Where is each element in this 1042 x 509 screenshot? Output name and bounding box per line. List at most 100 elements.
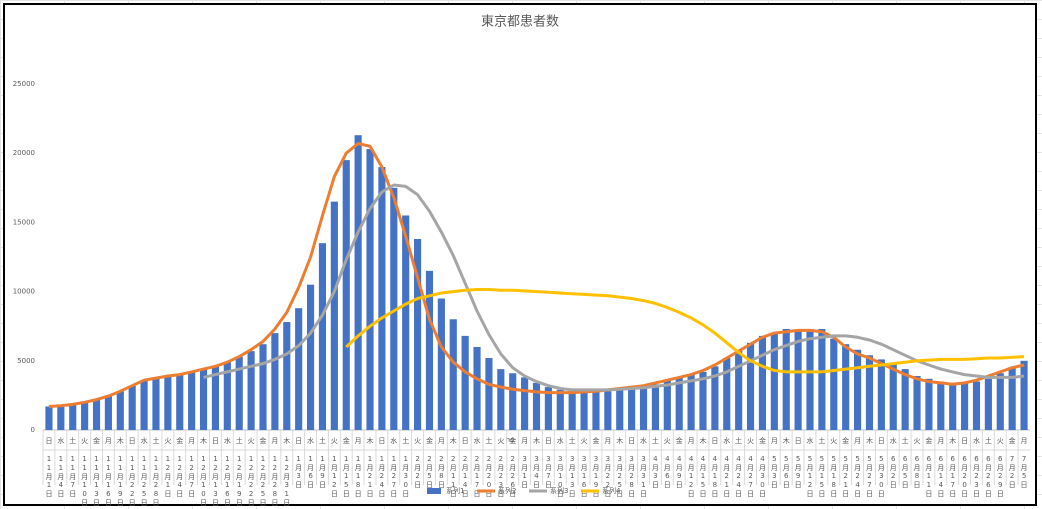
bar — [473, 346, 481, 430]
x-tick-label: 3月31日 — [640, 455, 648, 498]
bar — [306, 284, 315, 430]
bar — [1008, 367, 1016, 430]
x-tick-label: 6月26日 — [984, 455, 992, 498]
bar — [842, 344, 850, 430]
x-tick-label: 4月27日 — [747, 455, 755, 498]
weekday-label: 火 — [997, 437, 1004, 445]
x-tick-label: 12月31日 — [283, 455, 291, 507]
bar — [271, 333, 279, 430]
x-tick-label: 3月7日 — [544, 455, 552, 489]
bar — [330, 201, 338, 430]
bar — [104, 395, 112, 430]
x-tick-label: 2月5日 — [425, 455, 433, 489]
weekday-label: 水 — [807, 436, 814, 445]
weekday-label: 水 — [640, 436, 647, 445]
weekday-label: 火 — [914, 437, 921, 445]
weekday-label: 火 — [581, 437, 588, 445]
weekday-label: 月 — [355, 437, 362, 445]
weekday-label: 日 — [45, 437, 52, 445]
y-tick-label: 15000 — [13, 218, 35, 226]
x-tick-label: 12月4日 — [176, 455, 184, 498]
weekday-label: 水 — [973, 436, 980, 445]
weekday-label: 水 — [57, 436, 64, 445]
chart-frame — [3, 3, 1037, 506]
legend-label: 系列1 — [446, 486, 464, 495]
x-tick-label: 5月21日 — [842, 455, 850, 498]
weekday-label: 木 — [783, 436, 790, 445]
weekday-label: 木 — [367, 436, 374, 445]
bar — [81, 402, 89, 430]
weekday-label: 金 — [1009, 436, 1016, 445]
line-series — [203, 183, 1025, 392]
weekday-label: 土 — [569, 436, 576, 445]
x-tick-label: 4月15日 — [699, 455, 707, 498]
weekday-label: 火 — [331, 437, 338, 445]
weekday-label: 土 — [985, 436, 992, 445]
bar — [616, 389, 624, 430]
x-tick-label: 3月13日 — [568, 455, 576, 498]
x-tick-label: 5月27日 — [865, 455, 873, 498]
x-tick-label: 11月4日 — [57, 455, 65, 498]
weekday-label: 土 — [236, 436, 243, 445]
bar — [628, 388, 636, 430]
x-tick-label: 7月5日 — [1020, 455, 1028, 489]
weekday-label: 水 — [390, 436, 397, 445]
x-tick-label: 2月26日 — [509, 455, 517, 498]
weekday-label: 日 — [212, 437, 219, 445]
weekday-label: 金 — [426, 436, 433, 445]
x-tick-label: 1月30日 — [402, 455, 410, 498]
x-tick-label: 5月15日 — [818, 455, 826, 498]
bar — [354, 135, 362, 430]
legend-label: 系列4 — [602, 486, 621, 495]
bar — [366, 149, 374, 430]
weekday-label: 日 — [129, 437, 136, 445]
weekday-label: 火 — [747, 437, 754, 445]
x-tick-label: 11月28日 — [152, 455, 160, 507]
x-tick-label: 6月20日 — [961, 455, 969, 498]
bar — [116, 391, 124, 430]
bar — [830, 338, 838, 430]
x-tick-label: 4月21日 — [723, 455, 731, 498]
x-tick-label: 3月28日 — [628, 455, 636, 498]
x-tick-label: 4月9日 — [675, 455, 683, 489]
bar — [889, 363, 897, 430]
weekday-label: 土 — [69, 436, 76, 445]
weekday-label: 土 — [402, 436, 409, 445]
y-tick-label: 10000 — [13, 288, 35, 296]
weekday-label: 日 — [462, 437, 469, 445]
x-tick-label: 12月1日 — [164, 455, 172, 498]
weekday-label: 木 — [450, 436, 457, 445]
bar — [937, 381, 945, 430]
weekday-label: 土 — [818, 436, 825, 445]
x-tick-label: 4月3日 — [651, 455, 659, 489]
bar — [925, 378, 933, 430]
x-tick-label: 12月19日 — [235, 455, 243, 507]
weekday-label: 月 — [688, 437, 695, 445]
bar — [1020, 360, 1028, 430]
bar — [806, 328, 814, 430]
weekday-label: 月 — [438, 437, 445, 445]
x-tick-label: 1月21日 — [366, 455, 374, 498]
bar — [604, 391, 612, 430]
weekday-label: 火 — [414, 437, 421, 445]
x-tick-label: 6月2日 — [889, 455, 897, 489]
bar — [901, 369, 909, 430]
weekday-label: 木 — [866, 436, 873, 445]
weekday-label: 金 — [176, 436, 183, 445]
x-tick-label: 2月2日 — [414, 455, 422, 489]
x-tick-label: 5月6日 — [782, 455, 790, 489]
bar — [758, 335, 767, 430]
weekday-label: 水 — [723, 436, 730, 445]
bar — [913, 376, 921, 430]
weekday-label: 月 — [1021, 437, 1028, 445]
x-tick-label: 4月6日 — [663, 455, 671, 489]
bar — [497, 369, 505, 430]
weekday-label: 月 — [188, 437, 195, 445]
weekday-label: 木 — [949, 436, 956, 445]
bar — [199, 369, 208, 430]
line-series — [48, 142, 1025, 408]
weekday-label: 水 — [307, 436, 314, 445]
weekday-label: 日 — [378, 437, 385, 445]
x-tick-label: 1月27日 — [390, 455, 398, 498]
bar — [449, 319, 457, 430]
